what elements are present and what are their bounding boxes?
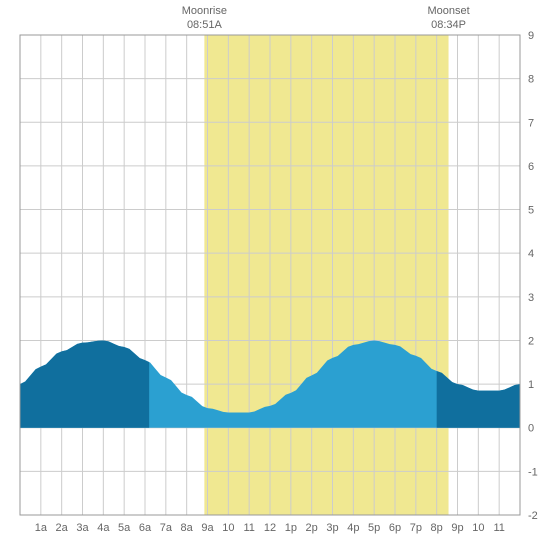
y-tick-label: 4 [528,248,534,260]
tide-chart: 1a2a3a4a5a6a7a8a9a1011121p2p3p4p5p6p7p8p… [0,0,550,550]
x-tick-label: 1p [285,522,297,534]
x-tick-label: 10 [472,522,484,534]
x-tick-label: 12 [264,522,276,534]
x-tick-label: 5a [118,522,131,534]
x-tick-label: 3a [76,522,89,534]
y-tick-label: 8 [528,74,534,86]
moonset-time: 08:34P [431,19,466,31]
y-tick-label: 5 [528,205,534,217]
y-tick-label: 7 [528,117,534,129]
x-tick-label: 9p [451,522,463,534]
x-tick-label: 8p [431,522,443,534]
y-tick-label: 2 [528,335,534,347]
y-tick-label: 9 [528,30,534,42]
x-tick-label: 2p [306,522,318,534]
x-tick-label: 2a [56,522,69,534]
x-tick-label: 6p [389,522,401,534]
x-tick-label: 5p [368,522,380,534]
x-tick-label: 7a [160,522,173,534]
x-tick-label: 11 [493,522,504,534]
x-tick-label: 8a [181,522,194,534]
x-tick-label: 7p [410,522,422,534]
moonrise-label: Moonrise [182,5,227,17]
x-tick-label: 9a [201,522,214,534]
y-tick-label: 6 [528,161,534,173]
y-tick-label: -2 [528,510,538,522]
y-tick-label: 3 [528,292,534,304]
x-tick-label: 11 [243,522,254,534]
x-tick-label: 4p [347,522,359,534]
x-tick-label: 1a [35,522,48,534]
y-tick-label: 1 [528,379,534,391]
y-tick-label: 0 [528,423,534,435]
y-tick-label: -1 [528,466,538,478]
moon-band [204,35,448,515]
x-tick-label: 4a [97,522,110,534]
moonset-label: Moonset [427,5,469,17]
x-tick-label: 3p [326,522,338,534]
chart-canvas: 1a2a3a4a5a6a7a8a9a1011121p2p3p4p5p6p7p8p… [0,0,550,550]
x-tick-label: 10 [222,522,234,534]
x-tick-label: 6a [139,522,152,534]
moonrise-time: 08:51A [187,19,223,31]
